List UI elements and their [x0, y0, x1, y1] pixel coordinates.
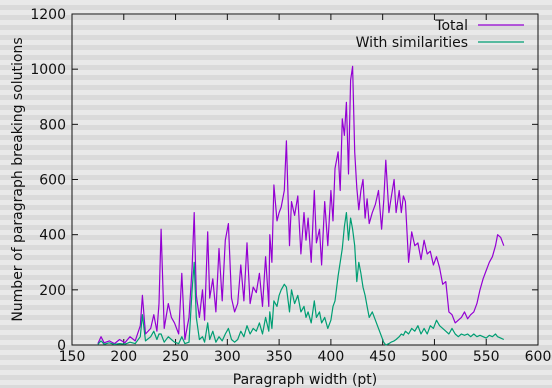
series-line-with-similarities — [97, 212, 505, 346]
x-tick-label: 450 — [369, 349, 396, 365]
x-tick-label: 350 — [266, 349, 293, 365]
y-tick-label: 1000 — [30, 62, 66, 78]
x-tick-label: 300 — [214, 349, 241, 365]
y-tick-label: 600 — [39, 173, 66, 189]
series-lines — [97, 65, 505, 346]
x-tick-label: 250 — [162, 349, 189, 365]
y-tick-label: 1200 — [30, 7, 66, 23]
y-tick-label: 800 — [39, 117, 66, 133]
axis-ticks: 150 200 250 300 350 400 450 500 550 600 0 200 400 600… — [30, 7, 551, 365]
x-tick-label: 400 — [318, 349, 345, 365]
x-tick-label: 200 — [110, 349, 137, 365]
x-axis-label: Paragraph width (pt) — [233, 372, 378, 388]
x-tick-label: 150 — [59, 349, 86, 365]
y-tick-label: 200 — [39, 283, 66, 299]
y-tick-label: 400 — [39, 228, 66, 244]
legend-label: Total — [434, 18, 468, 34]
y-axis-label: Number of paragraph breaking solutions — [10, 37, 26, 321]
x-tick-label: 600 — [525, 349, 552, 365]
legend-label: With similarities — [356, 35, 468, 51]
series-line-total — [97, 65, 505, 345]
x-tick-label: 500 — [421, 349, 448, 365]
y-tick-label: 0 — [57, 338, 66, 354]
x-tick-label: 550 — [473, 349, 500, 365]
